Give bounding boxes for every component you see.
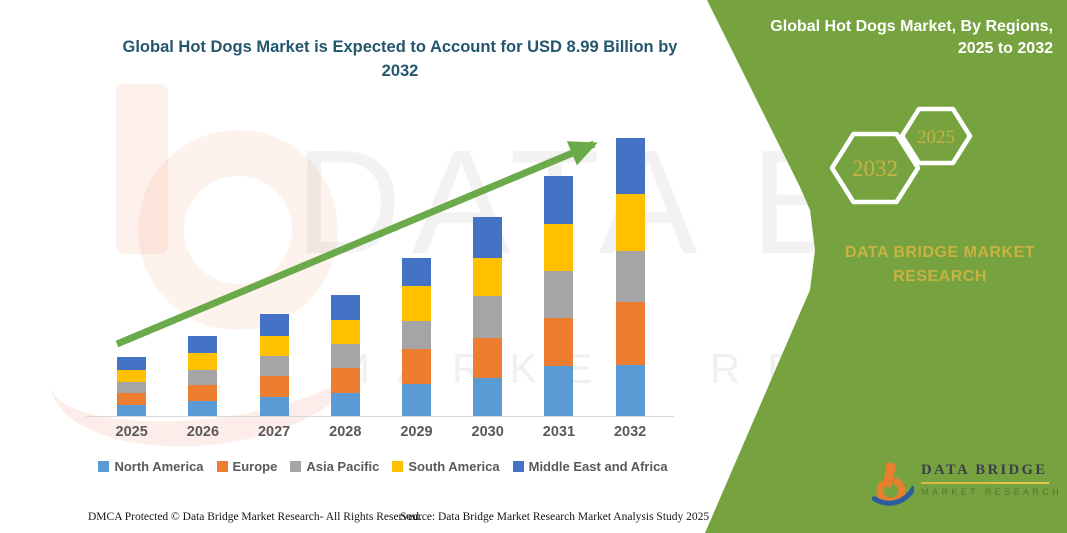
bar-segment-south-america-2032	[615, 193, 645, 252]
x-axis-label-2027: 2027	[257, 424, 291, 440]
x-axis-line	[86, 416, 674, 417]
legend-item-north-america: North America	[98, 459, 204, 474]
legend-swatch	[392, 461, 404, 472]
forecast-hexagons: 2032 2025	[829, 106, 973, 205]
logo-subtitle: MARKET RESEARCH	[921, 487, 1062, 497]
hexagon-2032	[829, 131, 921, 205]
bar-2026	[188, 336, 218, 416]
legend-item-europe: Europe	[216, 459, 278, 474]
legend-item-south-america: South America	[392, 459, 500, 474]
legend-label: Asia Pacific	[306, 459, 380, 474]
x-axis-label-2031: 2031	[542, 424, 576, 440]
legend-label: Europe	[232, 459, 278, 474]
bar-segment-north-america-2028	[330, 393, 360, 416]
bar-2032	[615, 137, 645, 416]
bar-segment-south-america-2025	[117, 369, 147, 382]
bar-segment-middle-east-and-africa-2032	[615, 137, 645, 194]
legend-label: Middle East and Africa	[528, 459, 668, 474]
bar-segment-asia-pacific-2025	[117, 381, 147, 394]
sidebar-title: Global Hot Dogs Market, By Regions, 2025…	[723, 16, 1053, 59]
sidebar-title-line1: Global Hot Dogs Market, By Regions,	[770, 18, 1053, 35]
hexagon-2032-label: 2032	[852, 156, 898, 181]
sidebar-brand-text: DATA BRIDGE MARKET RESEARCH	[810, 241, 1067, 289]
bar-segment-europe-2025	[117, 393, 147, 405]
legend-swatch	[98, 461, 110, 472]
x-axis-label-2029: 2029	[400, 424, 433, 440]
bar-segment-europe-2026	[188, 385, 218, 402]
legend-swatch	[290, 461, 302, 472]
bar-segment-north-america-2029	[402, 384, 431, 416]
logo-text: DATA BRIDGE MARKET RESEARCH	[921, 452, 1062, 497]
bar-segment-europe-2027	[259, 376, 289, 397]
bar-segment-asia-pacific-2027	[259, 356, 289, 377]
bar-segment-north-america-2030	[473, 377, 503, 416]
legend-item-asia-pacific: Asia Pacific	[290, 459, 379, 474]
bar-segment-south-america-2026	[188, 353, 218, 370]
x-axis-label-2026: 2026	[186, 424, 220, 440]
bar-segment-europe-2032	[615, 302, 645, 365]
bar-segment-europe-2029	[402, 349, 431, 385]
legend-swatch	[216, 461, 228, 472]
legend-label: North America	[114, 459, 204, 474]
sidebar-brand-line1: DATA BRIDGE MARKET	[844, 244, 1036, 261]
hexagon-2025-label: 2025	[917, 127, 955, 148]
company-logo: DATA BRIDGE MARKET RESEARCH	[872, 452, 1062, 514]
sidebar-title-line2: 2025 to 2032	[957, 39, 1053, 57]
x-axis-label-2030: 2030	[471, 424, 504, 440]
footer-source: Source: Data Bridge Market Research Mark…	[400, 511, 710, 523]
legend-label: South America	[408, 459, 500, 474]
bar-segment-north-america-2027	[259, 396, 289, 416]
bar-segment-middle-east-and-africa-2025	[117, 357, 147, 370]
bar-segment-north-america-2026	[188, 401, 218, 416]
footer-copyright: DMCA Protected © Data Bridge Market Rese…	[88, 511, 422, 523]
sidebar-brand-line2: RESEARCH	[893, 268, 987, 285]
logo-underline	[921, 482, 1050, 484]
bar-segment-asia-pacific-2028	[330, 344, 360, 369]
legend-swatch	[512, 461, 524, 472]
bar-segment-north-america-2025	[117, 404, 147, 416]
x-axis-label-2025: 2025	[115, 424, 148, 440]
hexagon-2025	[899, 106, 973, 166]
bar-segment-north-america-2031	[544, 366, 574, 416]
logo-title: DATA BRIDGE	[921, 462, 1048, 478]
bar-segment-asia-pacific-2032	[615, 251, 645, 303]
chart-title: Global Hot Dogs Market is Expected to Ac…	[90, 36, 710, 84]
chart-title-line1: Global Hot Dogs Market is Expected to Ac…	[122, 38, 678, 56]
chart-legend: North America Europe Asia Pacific South Ame…	[83, 459, 683, 474]
bar-segment-north-america-2032	[615, 364, 645, 416]
bar-2025	[117, 357, 147, 416]
logo-b-icon	[872, 461, 915, 506]
x-axis-label-2032: 2032	[613, 424, 647, 440]
bar-segment-europe-2028	[330, 368, 360, 394]
bar-segment-asia-pacific-2026	[188, 369, 218, 386]
x-axis-label-2028: 2028	[329, 424, 362, 440]
legend-item-middle-east-and-africa: Middle East and Africa	[512, 459, 668, 474]
chart-title-line2: 2032	[381, 61, 419, 80]
